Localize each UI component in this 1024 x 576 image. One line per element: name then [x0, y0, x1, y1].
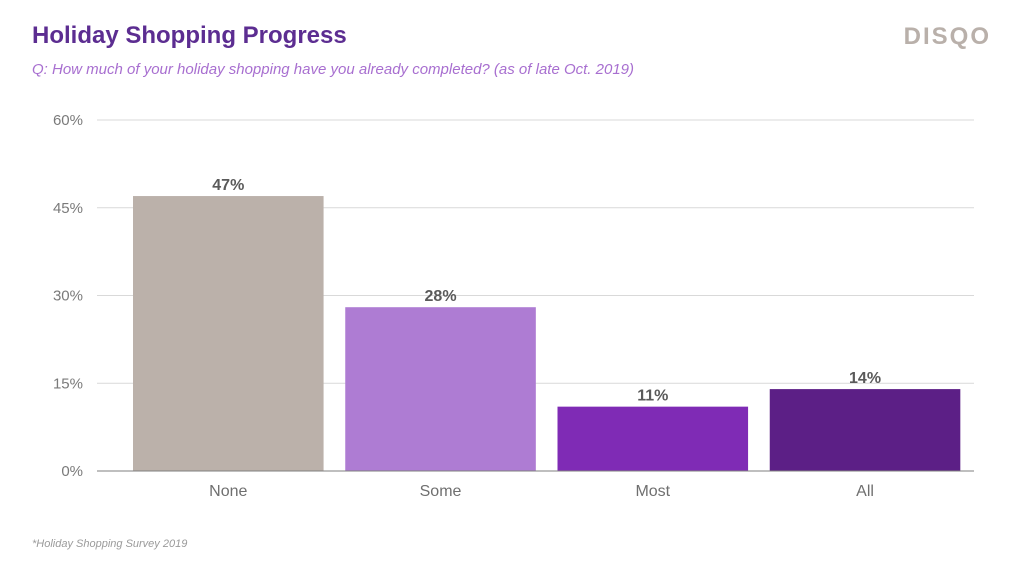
y-tick-label: 60%	[53, 112, 83, 129]
y-tick-label: 15%	[53, 375, 83, 392]
data-labels: 47% 28% 11% 14%	[212, 177, 881, 405]
bar-all	[769, 389, 961, 471]
x-axis-categories: None Some Most All	[209, 483, 874, 500]
data-label: 47%	[212, 177, 244, 194]
y-axis-ticks: 0% 15% 30% 45% 60%	[53, 112, 83, 480]
data-label: 14%	[849, 370, 881, 387]
x-category-label: None	[209, 483, 247, 500]
data-label: 11%	[637, 388, 668, 405]
x-category-label: All	[856, 483, 874, 500]
y-tick-label: 45%	[53, 200, 83, 217]
brand-logo: DISQO	[903, 23, 991, 50]
chart-title: Holiday Shopping Progress	[32, 22, 347, 49]
chart-subtitle: Q: How much of your holiday shopping hav…	[32, 61, 634, 78]
bars	[133, 196, 961, 472]
bar-some	[345, 307, 536, 471]
x-category-label: Most	[635, 483, 670, 500]
y-tick-label: 0%	[61, 463, 83, 480]
data-label: 28%	[425, 288, 457, 305]
x-category-label: Some	[420, 483, 462, 500]
footnote: *Holiday Shopping Survey 2019	[32, 538, 188, 550]
bar-most	[557, 406, 749, 471]
y-tick-label: 30%	[53, 288, 83, 305]
bar-none	[133, 196, 324, 472]
